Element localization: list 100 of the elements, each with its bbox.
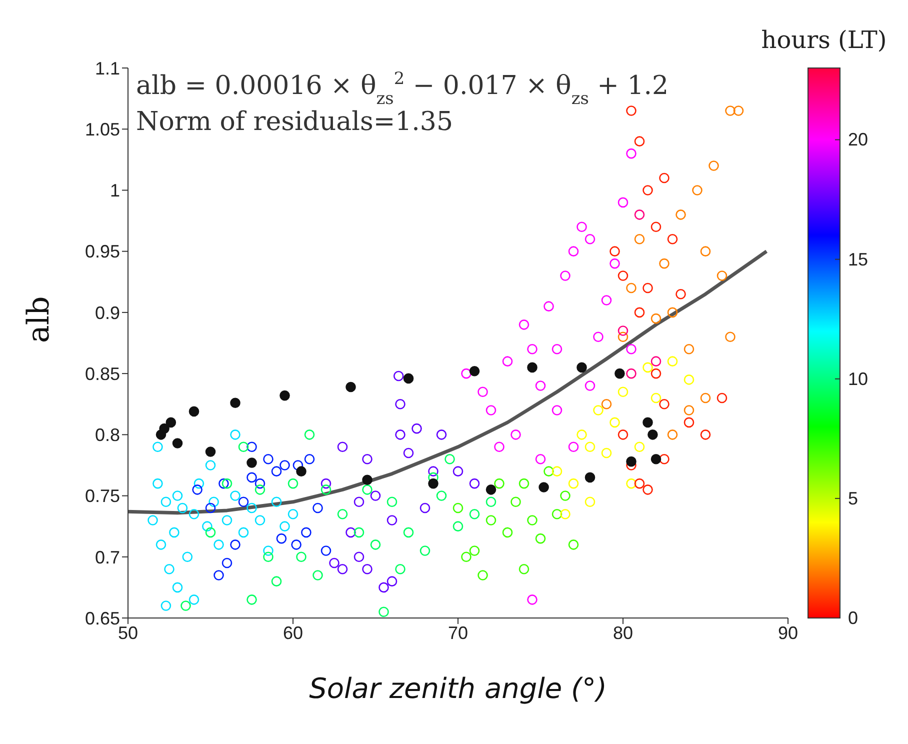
point	[346, 527, 356, 538]
point	[263, 546, 274, 556]
point	[354, 496, 364, 508]
point	[568, 540, 579, 550]
point	[584, 380, 596, 391]
point	[527, 515, 538, 526]
point	[362, 484, 372, 495]
point	[246, 594, 257, 605]
color-bar-label: 0	[848, 608, 858, 628]
point	[584, 234, 596, 244]
point	[192, 484, 202, 495]
point	[180, 600, 191, 611]
point	[169, 527, 180, 538]
point	[428, 466, 438, 476]
point	[304, 454, 315, 464]
point	[626, 282, 636, 294]
point	[650, 368, 662, 379]
point	[560, 508, 570, 520]
point	[148, 515, 158, 526]
point	[725, 106, 736, 116]
point	[160, 600, 172, 611]
point	[222, 515, 232, 526]
point	[584, 472, 596, 483]
line-series	[128, 250, 768, 515]
point	[659, 454, 670, 464]
point	[667, 234, 678, 244]
point	[320, 546, 332, 556]
point	[403, 448, 414, 458]
point	[238, 496, 249, 508]
point	[650, 454, 662, 464]
point	[403, 527, 414, 538]
point	[194, 478, 204, 489]
point	[618, 326, 628, 336]
point	[510, 496, 521, 508]
point	[634, 234, 645, 244]
point	[403, 373, 414, 384]
point	[733, 106, 744, 116]
point	[164, 564, 174, 574]
point	[650, 222, 662, 232]
point	[271, 576, 282, 586]
point	[626, 478, 636, 489]
point	[172, 582, 183, 593]
color-bar-label: 15	[848, 249, 868, 270]
point	[452, 502, 464, 514]
point	[527, 362, 538, 373]
point	[614, 368, 625, 379]
y-tick-label: 0.95	[84, 242, 120, 262]
point	[552, 405, 562, 416]
point	[518, 320, 530, 330]
y-tick-label: 0.9	[94, 302, 120, 323]
point	[469, 366, 480, 376]
point	[527, 344, 538, 354]
point	[626, 368, 636, 379]
point	[461, 552, 472, 562]
point	[676, 210, 686, 220]
point	[188, 406, 200, 417]
point	[650, 392, 662, 404]
point	[205, 502, 216, 514]
point	[576, 222, 587, 232]
point	[238, 527, 249, 538]
point	[202, 521, 212, 532]
point	[552, 466, 562, 476]
point	[667, 430, 678, 440]
point	[469, 546, 480, 556]
point	[436, 490, 447, 501]
point	[346, 382, 356, 392]
point	[291, 540, 302, 550]
point	[626, 344, 636, 354]
point	[618, 197, 628, 208]
point	[593, 332, 604, 342]
point	[263, 454, 274, 464]
point	[370, 540, 381, 550]
point	[412, 423, 422, 434]
point	[601, 295, 612, 306]
point	[280, 521, 290, 532]
point	[320, 484, 332, 495]
point	[320, 478, 332, 489]
x-tick-label: 90	[778, 622, 798, 643]
point	[254, 515, 266, 526]
point	[172, 490, 183, 501]
point	[648, 430, 658, 440]
annotation: alb = 0.00016 × θ$_{zs}$$^{2}$ − 0.017 × θ$_{zs}$ + 1.2	[136, 68, 669, 108]
point	[610, 258, 620, 269]
x-axis-title: Solar zenith angle (°)	[309, 672, 607, 705]
x-tick-label: 50	[118, 622, 138, 643]
point	[684, 417, 694, 428]
point	[205, 460, 216, 470]
color-bar-label: 10	[848, 368, 868, 389]
point	[502, 356, 513, 366]
point	[535, 454, 546, 464]
point	[166, 417, 176, 428]
point	[205, 446, 216, 457]
point	[684, 405, 694, 416]
point	[393, 370, 404, 382]
point	[288, 478, 298, 489]
point	[461, 368, 472, 379]
point	[337, 564, 348, 574]
point	[601, 398, 612, 410]
point	[700, 430, 711, 440]
point	[494, 478, 504, 489]
